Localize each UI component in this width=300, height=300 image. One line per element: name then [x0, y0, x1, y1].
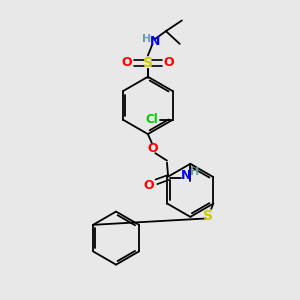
Text: H: H — [142, 34, 152, 44]
Text: O: O — [144, 178, 154, 191]
Text: N: N — [181, 169, 191, 182]
Text: Cl: Cl — [145, 113, 158, 126]
Text: S: S — [143, 56, 153, 70]
Text: H: H — [190, 167, 199, 177]
Text: N: N — [150, 35, 160, 48]
Text: O: O — [164, 56, 174, 70]
Text: O: O — [148, 142, 158, 155]
Text: O: O — [121, 56, 132, 70]
Text: S: S — [203, 209, 213, 223]
